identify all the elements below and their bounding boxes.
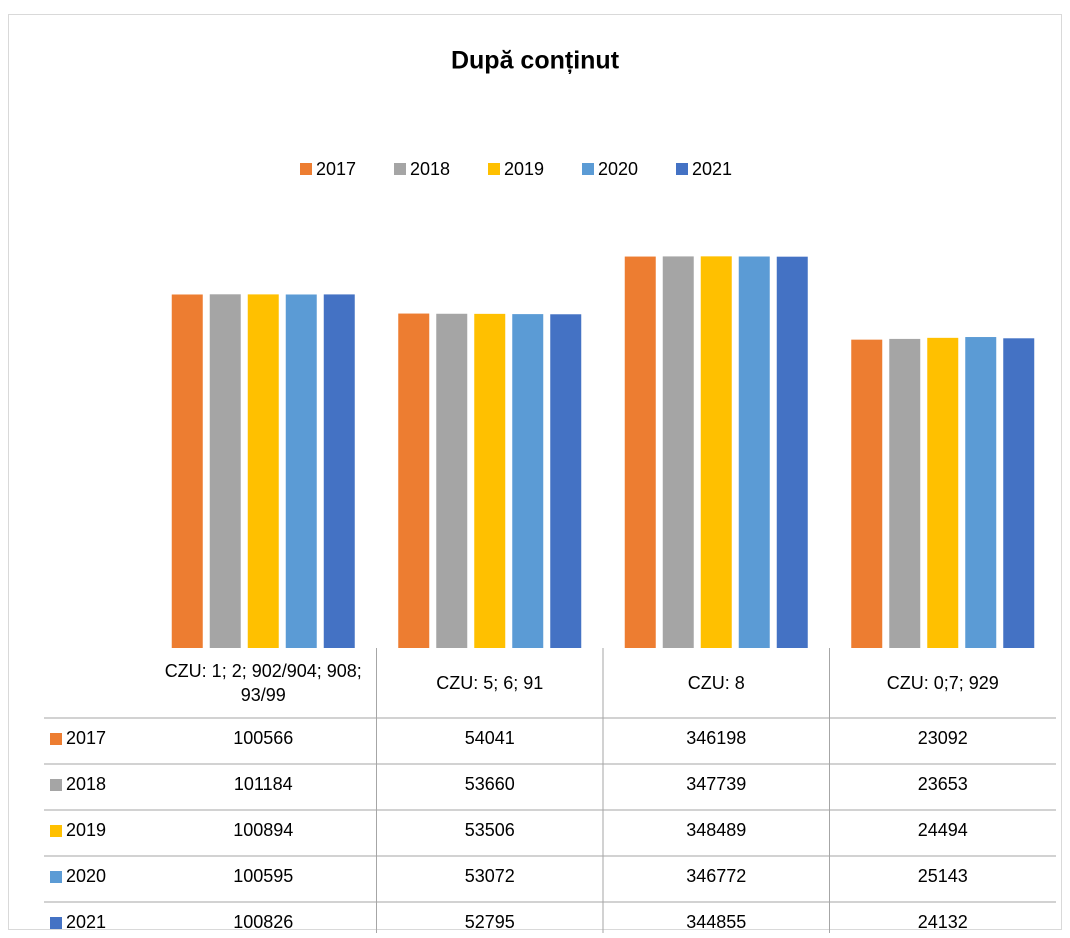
table-series-label: 2019 (66, 820, 106, 840)
bar (285, 294, 317, 648)
legend-label: 2019 (504, 159, 544, 179)
bar (662, 256, 694, 648)
table-value: 53506 (465, 820, 515, 840)
table-value: 100826 (233, 912, 293, 932)
table-value: 53660 (465, 774, 515, 794)
bar (927, 337, 959, 648)
bar (550, 314, 582, 648)
x-tick-label: CZU: 5; 6; 91 (436, 673, 544, 693)
category-cell: CZU: 5; 6; 91 (436, 673, 544, 693)
legend-label: 2018 (410, 159, 450, 179)
table-value: 53072 (465, 866, 515, 886)
bar (1003, 338, 1035, 648)
bar (474, 313, 506, 648)
table-value: 346772 (686, 866, 746, 886)
bar (700, 256, 732, 648)
x-tick-label: CZU: 8 (687, 673, 745, 693)
legend-label: 2017 (316, 159, 356, 179)
table-value: 100894 (233, 820, 293, 840)
category-cell: CZU: 1; 2; 902/904; 908; 93/99 (164, 661, 362, 705)
table-value: 100566 (233, 728, 293, 748)
table-value: 25143 (918, 866, 968, 886)
table-value: 24132 (918, 912, 968, 932)
bar (209, 294, 241, 648)
table-series-label: 2017 (66, 728, 106, 748)
table-series-label: 2018 (66, 774, 106, 794)
x-tick-label: CZU: 0;7; 929 (886, 673, 999, 693)
table-key (50, 733, 62, 745)
table-value: 23653 (918, 774, 968, 794)
bar (512, 314, 544, 648)
table-value: 346198 (686, 728, 746, 748)
legend-swatch (582, 163, 594, 175)
bar (171, 294, 203, 648)
x-tick-label: CZU: 1; 2; 902/904; 908; 93/99 (164, 661, 362, 705)
chart-title: După conținut (451, 47, 620, 75)
table-value: 348489 (686, 820, 746, 840)
bar (247, 294, 279, 648)
legend-label: 2021 (692, 159, 732, 179)
table-series-label: 2020 (66, 866, 106, 886)
legend-swatch (488, 163, 500, 175)
bar (436, 313, 468, 648)
table-value: 52795 (465, 912, 515, 932)
table-series-label: 2021 (66, 912, 106, 932)
bar (398, 313, 430, 648)
bar (624, 256, 656, 648)
bar (323, 294, 355, 648)
table-value: 23092 (918, 728, 968, 748)
table-value: 347739 (686, 774, 746, 794)
bar (776, 256, 808, 648)
category-cell: CZU: 0;7; 929 (886, 673, 999, 693)
table-key (50, 825, 62, 837)
table-value: 54041 (465, 728, 515, 748)
legend-label: 2020 (598, 159, 638, 179)
table-value: 100595 (233, 866, 293, 886)
bar (738, 256, 770, 648)
table-value: 344855 (686, 912, 746, 932)
table-key (50, 917, 62, 929)
table-key (50, 779, 62, 791)
legend-swatch (300, 163, 312, 175)
category-cell: CZU: 8 (687, 673, 745, 693)
table-value: 24494 (918, 820, 968, 840)
bar (965, 337, 997, 648)
bar (889, 338, 921, 648)
table-key (50, 871, 62, 883)
table-value: 101184 (234, 774, 293, 794)
legend-swatch (394, 163, 406, 175)
bar (851, 339, 883, 648)
legend-swatch (676, 163, 688, 175)
